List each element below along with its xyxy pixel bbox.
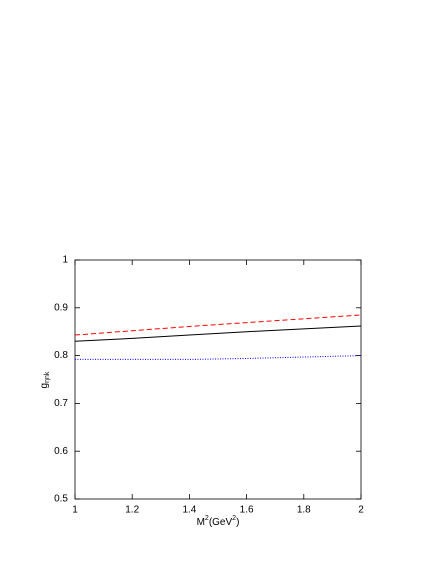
y_label-part: g xyxy=(39,383,50,389)
x_label-part: ) xyxy=(236,517,239,528)
x-tick-label: 1.6 xyxy=(240,505,254,516)
y-tick-label: 0.9 xyxy=(54,302,68,313)
x_label-part: 2 xyxy=(232,515,236,522)
x_label-part: M xyxy=(197,517,205,528)
y_label-part: ηnk xyxy=(44,371,51,383)
y-tick-label: 0.6 xyxy=(54,446,68,457)
series-line xyxy=(74,314,362,336)
y-axis-label: gηnk xyxy=(39,371,52,388)
y-tick-label: 0.8 xyxy=(54,350,68,361)
x-tick-label: 1.2 xyxy=(125,505,139,516)
x-tick-label: 1.8 xyxy=(297,505,311,516)
x_label-part: 2 xyxy=(205,515,209,522)
plot-frame xyxy=(74,259,362,500)
x-tick-label: 2 xyxy=(358,505,364,516)
series-line xyxy=(75,355,362,360)
series-line xyxy=(74,325,362,342)
y-tick-label: 1 xyxy=(62,255,68,266)
x-tick-label: 1.4 xyxy=(182,505,196,516)
x_label-part: (GeV xyxy=(209,517,233,528)
y-tick-label: 0.7 xyxy=(54,398,68,409)
y-tick-label: 0.5 xyxy=(54,494,68,505)
x-axis-label: M2(GeV2) xyxy=(197,515,240,527)
x-tick-label: 1 xyxy=(72,505,78,516)
